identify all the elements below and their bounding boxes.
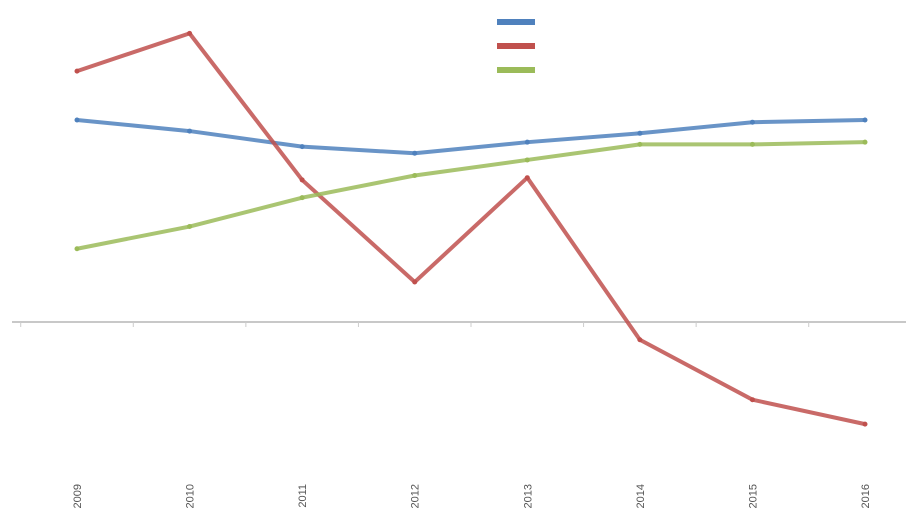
series-1-point bbox=[412, 150, 418, 156]
series-1-point bbox=[187, 128, 193, 134]
series-3-point bbox=[637, 141, 643, 147]
series-3-point bbox=[524, 157, 530, 163]
series-layer bbox=[74, 30, 868, 427]
series-2-point bbox=[862, 421, 868, 427]
series-2-point bbox=[637, 337, 643, 343]
x-tick-label: 2009 bbox=[72, 484, 84, 508]
x-tick-label: 2015 bbox=[747, 484, 759, 508]
series-2-point bbox=[412, 279, 418, 285]
x-axis-labels: 2009 2010 2011 2012 2013 2014 2015 2016 bbox=[72, 484, 872, 508]
series-3-point bbox=[862, 139, 868, 145]
x-tick-label: 2014 bbox=[635, 484, 647, 508]
series-3-point bbox=[74, 246, 80, 252]
series-1-point bbox=[637, 130, 643, 136]
series-3-point bbox=[412, 172, 418, 178]
x-tick-label: 2013 bbox=[522, 484, 534, 508]
series-1-point bbox=[524, 139, 530, 145]
series-2-point bbox=[524, 175, 530, 181]
legend bbox=[497, 19, 535, 73]
series-2-point bbox=[187, 30, 193, 36]
series-3-point bbox=[749, 141, 755, 147]
series-line-3 bbox=[75, 140, 867, 251]
series-1-point bbox=[862, 117, 868, 123]
series-3-point bbox=[299, 195, 305, 201]
series-1-point bbox=[74, 117, 80, 123]
x-tick-label: 2016 bbox=[860, 484, 872, 508]
series-group-2 bbox=[74, 30, 868, 427]
series-2-point bbox=[749, 397, 755, 403]
series-2-point bbox=[299, 177, 305, 183]
series-line-1 bbox=[75, 117, 867, 156]
series-2-point bbox=[74, 68, 80, 74]
series-1-point bbox=[749, 119, 755, 125]
series-group-3 bbox=[74, 139, 868, 252]
x-tick-label: 2012 bbox=[410, 484, 422, 508]
series-line-2 bbox=[75, 31, 867, 427]
series-group-1 bbox=[74, 117, 868, 156]
x-axis-ticks bbox=[20, 322, 810, 327]
x-tick-label: 2010 bbox=[185, 484, 197, 508]
x-tick-label: 2011 bbox=[297, 484, 309, 508]
series-1-point bbox=[299, 144, 305, 150]
series-3-point bbox=[187, 224, 193, 230]
